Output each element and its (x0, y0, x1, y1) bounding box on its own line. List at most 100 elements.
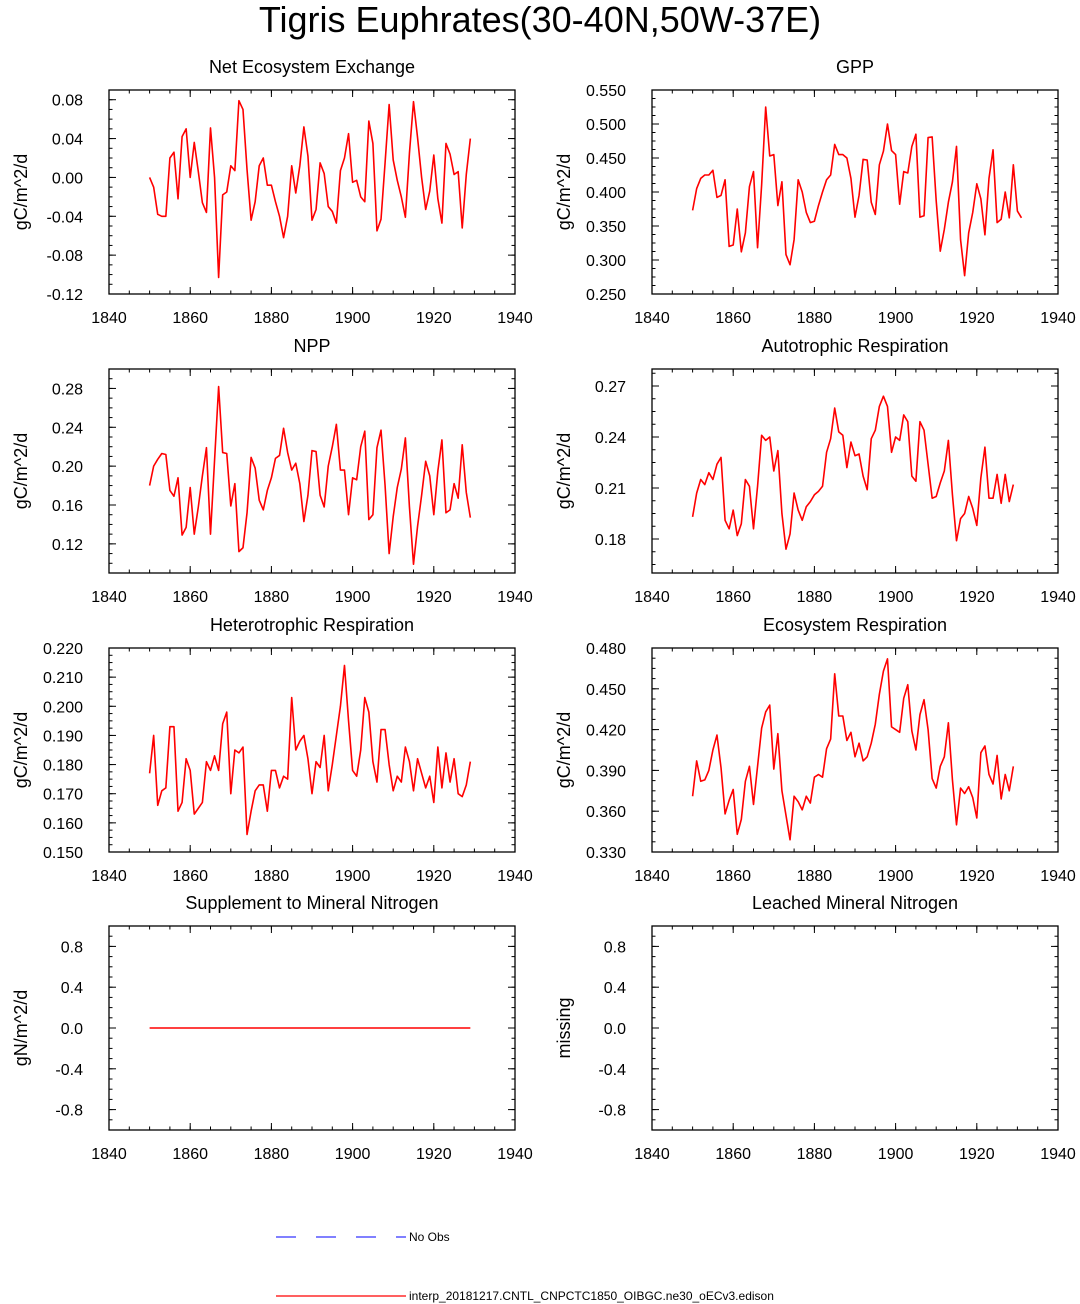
plot-frame (651, 925, 1059, 1131)
y-tick-label: 0.160 (43, 816, 83, 833)
y-tick-label: 0.20 (52, 459, 83, 476)
y-tick-label: 0.8 (604, 939, 626, 956)
series-line (691, 106, 1023, 277)
y-tick-label: 0.500 (586, 117, 626, 134)
y-tick-label: -0.08 (47, 248, 84, 265)
x-tick-label: 1940 (1040, 1146, 1076, 1163)
x-tick-label: 1940 (1040, 589, 1076, 606)
chart-panel: 1840 1860 1880 1900 1920 1940 -0.8 -0.4 0.0 0.4 0.… (11, 893, 533, 1163)
x-tick-label: 1920 (416, 310, 452, 327)
legend-model-line (276, 1295, 406, 1297)
x-tick-label: 1860 (172, 589, 208, 606)
x-tick-label: 1900 (335, 868, 371, 885)
y-tick-label: 0.330 (586, 845, 626, 862)
y-tick-label: 0.420 (586, 723, 626, 740)
y-tick-label: 0.220 (43, 641, 83, 658)
x-tick-label: 1920 (959, 1146, 995, 1163)
x-tick-label: 1860 (715, 589, 751, 606)
x-tick-label: 1920 (959, 310, 995, 327)
y-axis-label: gC/m^2/d (554, 712, 574, 788)
y-tick-label: 0.16 (52, 498, 83, 515)
legend-model-label: interp_20181217.CNTL_CNPCTC1850_OIBGC.ne… (409, 1289, 774, 1303)
plot-frame (108, 647, 516, 853)
series-line (148, 385, 472, 566)
x-tick-label: 1940 (1040, 868, 1076, 885)
x-tick-label: 1840 (634, 868, 670, 885)
x-tick-label: 1940 (497, 589, 533, 606)
y-tick-label: 0.04 (52, 132, 83, 149)
series-line (691, 395, 1015, 551)
chart-panel: 1840 1860 1880 1900 1920 1940 0.18 0.21 0.24 0.27… (554, 336, 1076, 606)
y-axis-label: gC/m^2/d (11, 433, 31, 509)
y-tick-label: 0.170 (43, 787, 83, 804)
chart-panel: 1840 1860 1880 1900 1920 1940 0.250 0.300 0.350 0… (554, 57, 1076, 327)
x-tick-label: 1940 (1040, 310, 1076, 327)
panel-title: GPP (836, 57, 874, 77)
x-tick-label: 1840 (91, 589, 127, 606)
y-tick-label: 0.28 (52, 381, 83, 398)
y-tick-label: 0.180 (43, 758, 83, 775)
y-axis-label: gC/m^2/d (11, 712, 31, 788)
y-axis-label: gN/m^2/d (11, 990, 31, 1066)
chart-panel: 1840 1860 1880 1900 1920 1940 0.150 0.160 0.170 0… (11, 615, 533, 885)
y-tick-label: -0.4 (598, 1062, 626, 1079)
y-tick-label: 0.8 (61, 939, 83, 956)
x-tick-label: 1840 (634, 1146, 670, 1163)
panel-title: Leached Mineral Nitrogen (752, 893, 958, 913)
figure-title: Tigris Euphrates(30-40N,50W-37E) (258, 0, 822, 40)
y-tick-label: 0.390 (586, 763, 626, 780)
plot-frame (108, 89, 516, 295)
y-tick-label: 0.300 (586, 253, 626, 270)
x-tick-label: 1880 (254, 868, 290, 885)
x-tick-label: 1920 (416, 868, 452, 885)
x-tick-label: 1880 (797, 1146, 833, 1163)
x-tick-label: 1860 (715, 1146, 751, 1163)
y-tick-label: 0.480 (586, 641, 626, 658)
legend-obs-line (276, 1236, 406, 1238)
x-tick-label: 1880 (254, 1146, 290, 1163)
x-tick-label: 1940 (497, 868, 533, 885)
y-tick-label: -0.04 (47, 209, 84, 226)
plot-frame (651, 647, 1059, 853)
y-tick-label: 0.350 (586, 219, 626, 236)
chart-panel: 1840 1860 1880 1900 1920 1940 0.330 0.360 0.390 0… (554, 615, 1076, 885)
x-tick-label: 1880 (797, 310, 833, 327)
panel-title: Ecosystem Respiration (763, 615, 947, 635)
x-tick-label: 1840 (91, 1146, 127, 1163)
panel-title: Net Ecosystem Exchange (209, 57, 415, 77)
plot-frame (108, 368, 516, 574)
y-tick-label: 0.450 (586, 151, 626, 168)
panel-title: NPP (293, 336, 330, 356)
plot-frame (651, 89, 1059, 295)
y-tick-label: 0.18 (595, 532, 626, 549)
panel-title: Heterotrophic Respiration (210, 615, 414, 635)
x-tick-label: 1860 (172, 1146, 208, 1163)
y-tick-label: 0.200 (43, 699, 83, 716)
plot-frame (108, 925, 516, 1131)
series-line (148, 99, 472, 279)
y-tick-label: 0.190 (43, 728, 83, 745)
y-axis-label: gC/m^2/d (554, 154, 574, 230)
x-tick-label: 1920 (416, 1146, 452, 1163)
y-tick-label: 0.00 (52, 170, 83, 187)
y-tick-label: 0.400 (586, 185, 626, 202)
x-tick-label: 1860 (172, 868, 208, 885)
y-tick-label: -0.8 (598, 1103, 626, 1120)
y-tick-label: 0.210 (43, 670, 83, 687)
x-tick-label: 1880 (254, 589, 290, 606)
panel-title: Autotrophic Respiration (761, 336, 948, 356)
x-tick-label: 1920 (959, 868, 995, 885)
y-axis-label: missing (554, 997, 574, 1058)
x-tick-label: 1840 (91, 868, 127, 885)
y-tick-label: 0.24 (52, 420, 83, 437)
x-tick-label: 1940 (497, 310, 533, 327)
y-tick-label: -0.4 (55, 1062, 83, 1079)
chart-panel: 1840 1860 1880 1900 1920 1940 -0.12 -0.08 -0.04 0… (11, 57, 533, 327)
y-tick-label: 0.4 (604, 980, 626, 997)
y-tick-label: 0.0 (604, 1021, 626, 1038)
x-tick-label: 1860 (172, 310, 208, 327)
x-tick-label: 1920 (959, 589, 995, 606)
y-tick-label: -0.12 (47, 287, 84, 304)
x-tick-label: 1880 (797, 589, 833, 606)
